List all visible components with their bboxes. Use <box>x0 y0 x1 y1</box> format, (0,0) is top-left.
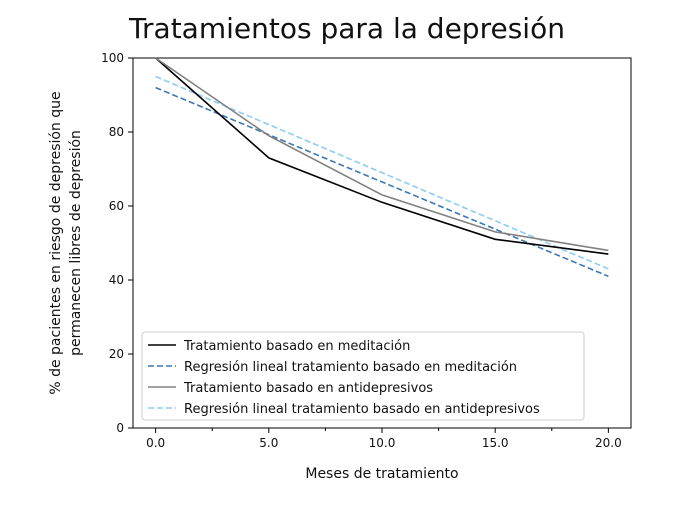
y-tick-label: 20 <box>109 347 124 361</box>
legend-label-3: Tratamiento basado en antidepresivos <box>183 381 433 396</box>
x-tick-label: 0.0 <box>146 436 165 450</box>
x-tick-label: 5.0 <box>259 436 278 450</box>
legend-label-4: Regresión lineal tratamiento basado en a… <box>184 402 540 417</box>
y-tick-label: 0 <box>116 421 124 435</box>
y-tick-label: 40 <box>109 273 124 287</box>
series-line-3 <box>155 57 609 252</box>
x-axis-label: Meses de tratamiento <box>305 466 458 482</box>
chart-title: Tratamientos para la depresión <box>129 12 565 45</box>
legend-label-1: Tratamiento basado en meditación <box>183 339 410 354</box>
legend-box <box>141 331 585 421</box>
x-tick-label: 15.0 <box>482 436 509 450</box>
y-tick-label: 80 <box>109 125 124 139</box>
series-line-4 <box>155 75 609 270</box>
legend-label-2: Regresión lineal tratamiento basado en m… <box>184 360 517 375</box>
series-line-1 <box>155 57 609 255</box>
x-tick-label: 10.0 <box>369 436 396 450</box>
series-line-2 <box>155 86 609 278</box>
x-tick-label: 20.0 <box>595 436 622 450</box>
y-axis-label-line-2: permanecen libres de depresión <box>68 130 84 356</box>
y-tick-label: 100 <box>101 51 124 65</box>
y-tick-label: 60 <box>109 199 124 213</box>
y-axis-label-line-1: % de pacientes en riesgo de depresión qu… <box>48 91 64 394</box>
